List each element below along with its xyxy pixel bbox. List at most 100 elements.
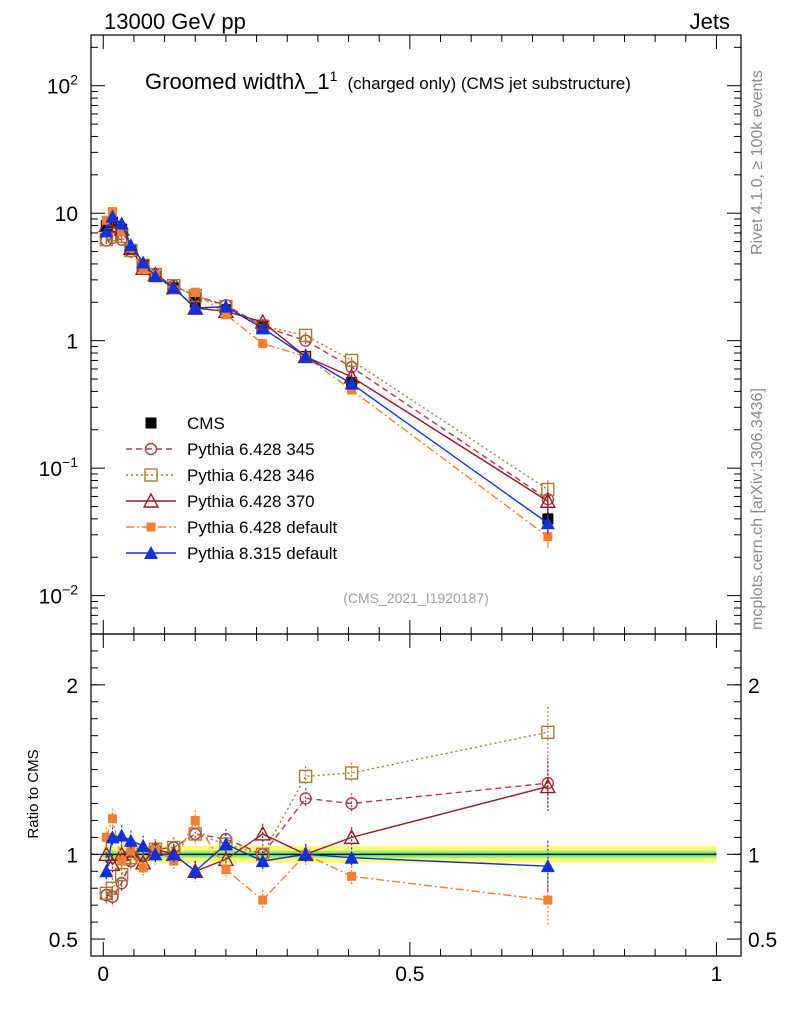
ratio-ytick-label-left: 1	[66, 844, 78, 867]
series-line-p8def	[105, 215, 549, 524]
data-point-p6def	[138, 265, 148, 275]
ratio-point-p8def	[255, 854, 270, 868]
header-left: 13000 GeV pp	[104, 9, 246, 34]
ratio-series-p346	[99, 706, 555, 904]
xtick-label: 0	[97, 963, 109, 986]
legend-label: Pythia 8.315 default	[187, 544, 338, 563]
title-symbol: λ_1	[294, 69, 329, 94]
plot-frames	[90, 34, 742, 957]
ratio-series-p345	[100, 757, 555, 907]
data-point-p8def	[123, 238, 138, 252]
data-point-p346	[298, 328, 313, 343]
legend: CMS Pythia 6.428 345 Pythia 6.428 346 Pythi…	[126, 414, 338, 563]
ratio-point-p6def	[543, 895, 553, 905]
legend-marker	[146, 522, 156, 532]
chart-title: Groomed widthλ_11 (charged only) (CMS jet…	[145, 68, 631, 94]
ratio-line-p345	[106, 782, 548, 898]
ratio-point-p8def	[298, 847, 313, 861]
ratio-ylabel: Ratio to CMS	[25, 749, 42, 838]
ratio-ytick-label-left: 0.5	[49, 929, 78, 952]
ratio-point-p8def	[99, 864, 114, 878]
ratio-ytick-label-right: 2	[748, 675, 760, 698]
data-point-p8def	[188, 301, 203, 315]
ratio-point-p370	[539, 778, 557, 794]
data-point-p6def	[117, 226, 127, 236]
series-line-p346	[105, 233, 549, 491]
ratio-line-p346	[105, 731, 548, 894]
ratio-ytick-label-right: 1	[748, 844, 760, 867]
data-point-p6def	[190, 287, 200, 297]
series-p370	[98, 217, 557, 513]
analysis-tag: (CMS_2021_I1920187)	[343, 590, 489, 606]
main-series	[98, 207, 557, 548]
ratio-point-p8def	[166, 847, 181, 861]
data-point-p346	[344, 353, 359, 368]
legend-entry-p6def: Pythia 6.428 default	[126, 518, 338, 537]
ratio-point-p345	[345, 797, 358, 810]
xtick-label: 0.5	[395, 963, 424, 986]
main-ytick-label: 10−1	[39, 454, 79, 481]
ratio-point-p8def	[218, 837, 233, 851]
data-point-p8def	[136, 255, 151, 269]
legend-label: CMS	[187, 414, 225, 433]
main-ytick-label: 10−2	[39, 582, 79, 609]
legend-marker	[144, 442, 158, 456]
ratio-point-p8def	[136, 838, 151, 852]
legend-label: Pythia 6.428 346	[187, 466, 315, 485]
ratio-point-p370	[343, 828, 360, 845]
ratio-series-p6def	[101, 808, 553, 926]
series-line-p6def	[105, 210, 549, 538]
ratio-ytick-label-right: 0.5	[748, 929, 777, 952]
data-point-p8def	[166, 280, 181, 294]
legend-label: Pythia 6.428 345	[187, 440, 315, 459]
main-ytick-label: 1	[66, 331, 78, 354]
data-point-p8def	[99, 224, 114, 238]
series-p6def	[101, 207, 553, 548]
ratio-point-p346	[344, 766, 359, 780]
legend-label: Pythia 6.428 370	[187, 492, 315, 511]
ratio-point-p6def	[190, 815, 200, 825]
data-point-p8def	[298, 349, 313, 363]
ratio-point-p6def	[347, 871, 357, 881]
ratio-point-p346	[105, 881, 120, 895]
ratio-point-p6def	[117, 856, 127, 866]
data-point-p6def	[101, 215, 111, 225]
series-cms	[100, 216, 554, 530]
data-point-p8def	[114, 216, 129, 230]
legend-marker	[144, 546, 158, 559]
ratio-ytick-label-left: 2	[66, 675, 78, 698]
header-right: Jets	[690, 9, 730, 34]
series-p346	[99, 227, 555, 501]
data-point-p370	[539, 492, 557, 508]
legend-marker	[142, 492, 160, 508]
ratio-point-p6def	[138, 863, 148, 873]
ratio-point-p6def	[107, 814, 117, 824]
ratio-point-p370	[254, 825, 271, 841]
data-point-p6def	[347, 385, 357, 395]
source-label: mcplots.cern.ch [arXiv:1306.3436]	[749, 388, 766, 630]
legend-entry-p346: Pythia 6.428 346	[126, 466, 315, 485]
legend-marker	[145, 417, 157, 429]
rivet-label: Rivet 4.1.0, ≥ 100k events	[749, 70, 766, 255]
data-point-p6def	[258, 339, 268, 349]
series-line-p370	[106, 224, 549, 502]
ratio-point-p6def	[101, 832, 111, 842]
ratio-series	[98, 706, 557, 926]
data-point-p8def	[255, 321, 270, 335]
ratio-frame	[90, 633, 742, 957]
legend-entry-p8def: Pythia 8.315 default	[126, 544, 338, 563]
ratio-point-p345	[299, 792, 312, 805]
series-p8def	[99, 209, 555, 535]
ratio-point-p8def	[148, 847, 163, 861]
ratio-point-p8def	[344, 850, 359, 864]
ratio-series-p8def	[99, 825, 555, 892]
data-point-p8def	[540, 516, 555, 530]
axes: 10−2 10−1 1 10 102 0 0.5 1 0.5 0.5 1 1 2 2	[39, 35, 777, 986]
ratio-point-p8def	[188, 864, 203, 878]
main-ytick-label: 10	[55, 203, 78, 226]
ratio-point-p6def	[258, 895, 268, 905]
xtick-label: 1	[711, 963, 723, 986]
data-point-p8def	[105, 209, 120, 223]
data-point-p6def	[221, 310, 231, 320]
